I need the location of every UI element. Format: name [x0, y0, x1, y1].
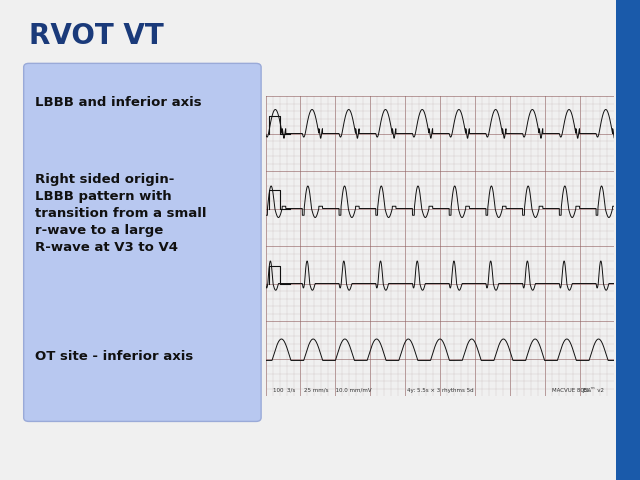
Text: JEL™ v2: JEL™ v2	[582, 387, 604, 393]
Text: RVOT VT: RVOT VT	[29, 22, 164, 49]
Text: OT site - inferior axis: OT site - inferior axis	[35, 350, 193, 363]
Text: 100  3/s     25 mm/s    10.0 mm/mV: 100 3/s 25 mm/s 10.0 mm/mV	[273, 388, 371, 393]
Bar	[616, 0, 640, 480]
FancyBboxPatch shape	[24, 63, 261, 421]
Text: MACVUE 805A: MACVUE 805A	[552, 388, 591, 393]
Text: LBBB and inferior axis: LBBB and inferior axis	[35, 96, 202, 109]
Text: 4y: 5.5s × 3 rhythms 5d: 4y: 5.5s × 3 rhythms 5d	[406, 388, 474, 393]
Text: Right sided origin-
LBBB pattern with
transition from a small
r-wave to a large
: Right sided origin- LBBB pattern with tr…	[35, 173, 207, 254]
